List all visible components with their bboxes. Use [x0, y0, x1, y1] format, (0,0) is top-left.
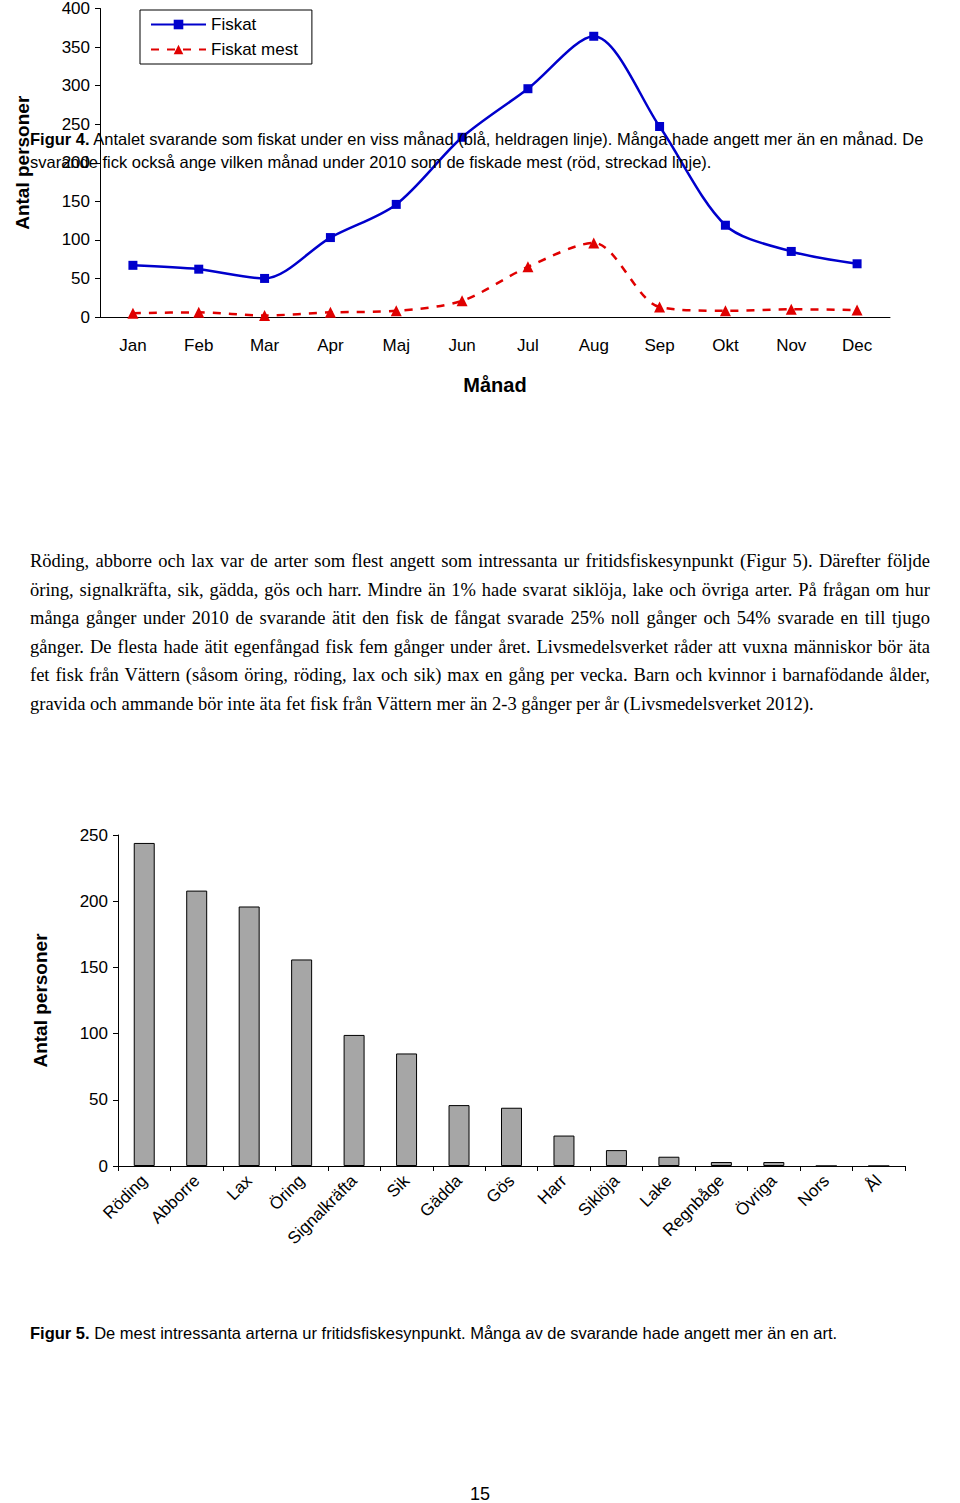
svg-text:Övriga: Övriga — [732, 1171, 781, 1220]
svg-text:Röding: Röding — [99, 1171, 150, 1222]
svg-text:Lax: Lax — [223, 1171, 256, 1204]
svg-text:Abborre: Abborre — [147, 1171, 203, 1227]
svg-text:Sep: Sep — [644, 336, 674, 355]
svg-text:Jun: Jun — [448, 336, 475, 355]
svg-text:Jul: Jul — [517, 336, 539, 355]
svg-text:300: 300 — [62, 76, 90, 95]
svg-text:350: 350 — [62, 38, 90, 57]
svg-text:Gädda: Gädda — [416, 1171, 466, 1221]
html-text:Figur 5. De mest intressanta a: Figur 5. De mest intressanta arterna ur … — [30, 1324, 838, 1342]
svg-text:50: 50 — [71, 269, 90, 288]
svg-text:250: 250 — [80, 826, 108, 845]
svg-text:Månad: Månad — [463, 374, 526, 396]
svg-text:150: 150 — [80, 958, 108, 977]
svg-text:Feb: Feb — [184, 336, 213, 355]
svg-text:400: 400 — [62, 0, 90, 18]
html-text:Figur 4. Antalet svarande som: Figur 4. Antalet svarande som fiskat und… — [30, 130, 924, 171]
svg-text:Mar: Mar — [250, 336, 280, 355]
svg-text:250: 250 — [61, 114, 90, 134]
svg-text:Öring: Öring — [266, 1171, 309, 1214]
svg-text:0: 0 — [99, 1157, 108, 1176]
svg-text:200: 200 — [80, 892, 108, 911]
svg-text:Maj: Maj — [383, 336, 410, 355]
svg-text:150: 150 — [62, 192, 90, 211]
svg-text:Antal personer: Antal personer — [30, 933, 51, 1068]
svg-text:Ål: Ål — [861, 1171, 885, 1195]
svg-text:Regnbåge: Regnbåge — [659, 1171, 728, 1240]
svg-text:Nors: Nors — [794, 1171, 833, 1210]
svg-text:0: 0 — [81, 308, 90, 327]
svg-text:Harr: Harr — [534, 1171, 571, 1208]
svg-text:Fiskat mest: Fiskat mest — [211, 40, 298, 59]
html-text:Röding, abborre och lax var de: Röding, abborre och lax var de arter som… — [30, 551, 930, 714]
svg-text:Lake: Lake — [636, 1171, 675, 1210]
svg-text:100: 100 — [80, 1024, 108, 1043]
svg-text:50: 50 — [89, 1090, 108, 1109]
svg-text:Gös: Gös — [483, 1171, 518, 1206]
html-text:15: 15 — [470, 1484, 490, 1503]
svg-text:Antal personer: Antal personer — [12, 95, 33, 230]
svg-text:Nov: Nov — [776, 336, 807, 355]
svg-text:100: 100 — [62, 230, 90, 249]
svg-text:Fiskat: Fiskat — [211, 15, 257, 34]
svg-text:Dec: Dec — [842, 336, 873, 355]
svg-text:Aug: Aug — [579, 336, 609, 355]
svg-text:Okt: Okt — [712, 336, 739, 355]
svg-text:Apr: Apr — [317, 336, 344, 355]
svg-text:Siklöja: Siklöja — [574, 1171, 623, 1220]
svg-text:Sik: Sik — [383, 1171, 413, 1201]
svg-text:Jan: Jan — [119, 336, 146, 355]
svg-text:Signalkräfta: Signalkräfta — [284, 1171, 361, 1248]
